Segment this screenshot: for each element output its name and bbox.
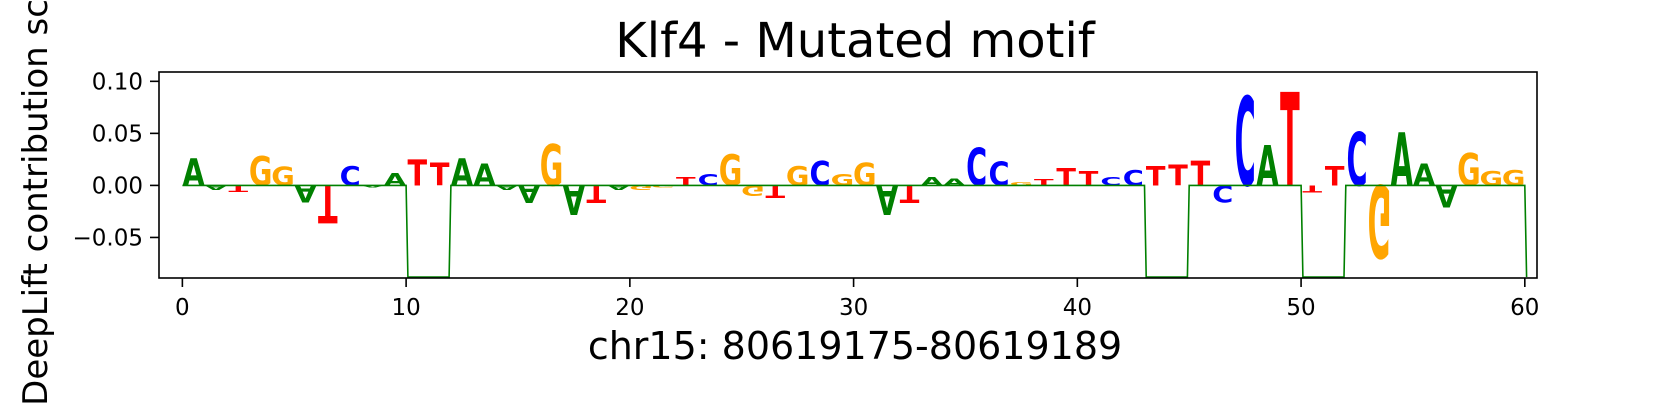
logo-letter-53: G <box>1368 161 1392 277</box>
logo-letter-38: T <box>1034 177 1054 187</box>
logo-letter-41: C <box>1100 175 1121 188</box>
logo-letter-52: C <box>1346 120 1367 204</box>
logo-letter-46: C <box>1212 179 1233 205</box>
y-axis: −0.05 0.00 0.05 0.10 <box>73 69 159 251</box>
logo-letter-42: C <box>1123 165 1144 190</box>
logo-letter-51: T <box>1325 160 1345 192</box>
logo-letter-6: T <box>318 173 338 233</box>
logo-letter-8: A <box>361 185 384 188</box>
x-axis-label: chr15: 80619175-80619189 <box>588 324 1122 368</box>
logo-letter-48: A <box>1256 135 1279 199</box>
logo-letter-39: T <box>1056 164 1076 192</box>
logo-letter-23: C <box>698 172 719 190</box>
logo-letter-2: T <box>229 183 249 193</box>
logo-letter-54: A <box>1391 120 1413 204</box>
y-tick-label-3: 0.10 <box>92 69 143 95</box>
logo-letter-35: C <box>966 137 987 197</box>
plot-frame <box>158 71 1538 279</box>
logo-letter-16: G <box>540 132 564 199</box>
logo-letter-57: G <box>1457 144 1481 196</box>
logo-letter-11: T <box>430 157 450 194</box>
logo-letter-36: C <box>988 156 1009 194</box>
logo-letter-14: A <box>496 184 518 191</box>
logo-letter-13: A <box>473 158 496 193</box>
logo-letter-31: A <box>876 175 898 221</box>
x-axis: 0 10 20 30 40 50 60 <box>175 278 1539 321</box>
logo-letter-21: G <box>652 185 676 188</box>
logo-letter-3: G <box>249 150 273 196</box>
logo-letter-49: T <box>1280 67 1300 216</box>
logo-letter-32: T <box>900 179 920 207</box>
logo-letter-28: C <box>809 155 830 194</box>
x-tick-label-1: 10 <box>391 295 420 321</box>
logo-letter-15: A <box>518 179 541 207</box>
logo-letter-59: G <box>1502 165 1526 190</box>
logo-letter-19: A <box>608 184 630 191</box>
logo-letter-45: T <box>1191 155 1211 194</box>
logo-letter-26: T <box>765 181 785 201</box>
logo-letter-56: A <box>1435 178 1458 213</box>
logo-letter-17: A <box>563 175 585 221</box>
logo-letter-1: A <box>205 184 227 191</box>
logo-letter-29: G <box>831 172 855 190</box>
contribution-trace <box>182 184 1528 278</box>
y-tick-label-0: −0.05 <box>73 225 143 251</box>
logo-letter-4: G <box>271 163 295 192</box>
x-tick-label-0: 0 <box>175 295 190 321</box>
y-tick-label-1: 0.00 <box>92 173 143 199</box>
chart-title: Klf4 - Mutated motif <box>615 13 1096 69</box>
logo-letter-50: T <box>1302 183 1322 195</box>
logo-letter-37: G <box>1010 181 1034 186</box>
x-tick-label-6: 60 <box>1510 295 1539 321</box>
logo-letter-33: A <box>921 175 943 188</box>
logo-letters: A A T GGA T C A A T T A A A A G A T A GG T C GG T G C GG A T A A C C G T T… <box>182 67 1525 277</box>
logo-letter-30: G <box>853 157 877 194</box>
logo-letter-22: T <box>676 175 696 188</box>
logo-letter-40: T <box>1079 167 1099 190</box>
logo-letter-20: G <box>629 184 653 191</box>
logo-letter-12: A <box>451 151 474 195</box>
logo-letter-44: T <box>1168 159 1188 193</box>
x-tick-label-2: 20 <box>615 295 644 321</box>
logo-letter-5: A <box>294 179 316 205</box>
logo-letter-9: A <box>384 169 407 189</box>
x-tick-label-4: 40 <box>1063 295 1092 321</box>
y-axis-label: DeepLift contribution score <box>16 0 56 406</box>
logo-letter-25: G <box>741 182 765 198</box>
x-tick-label-5: 50 <box>1286 295 1315 321</box>
logo-letter-24: G <box>719 145 743 195</box>
logo-letter-18: T <box>586 179 606 207</box>
y-tick-label-2: 0.05 <box>92 121 143 147</box>
logo-letter-34: A <box>943 177 966 189</box>
x-tick-label-3: 30 <box>839 295 868 321</box>
logo-letter-27: G <box>786 160 810 192</box>
trace-line <box>182 184 1528 278</box>
logo-letter-10: T <box>408 152 428 194</box>
logo-letter-47: C <box>1235 72 1256 215</box>
logo-letter-7: C <box>340 160 361 192</box>
logo-letter-0: A <box>182 151 205 195</box>
logo-letter-58: G <box>1479 167 1503 190</box>
logo-letter-43: T <box>1146 160 1166 192</box>
logo-letter-55: A <box>1413 158 1436 193</box>
